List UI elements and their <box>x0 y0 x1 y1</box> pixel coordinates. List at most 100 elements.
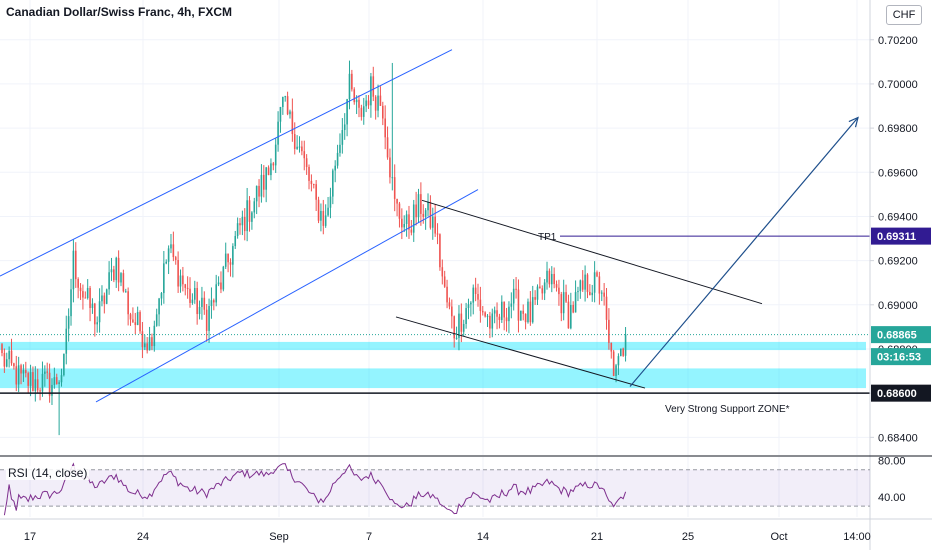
candle-body <box>201 297 203 307</box>
price-axis-tick-label: 0.70200 <box>878 35 918 47</box>
price-axis-bg <box>870 0 932 550</box>
candle-body <box>5 359 8 367</box>
candle-body <box>443 276 446 287</box>
candle-body <box>193 287 196 300</box>
candle-body <box>213 300 215 303</box>
candle-body <box>389 157 391 178</box>
candle-body <box>179 275 182 287</box>
candle-body <box>34 379 37 391</box>
candle-body <box>122 273 125 292</box>
candle-body <box>598 276 601 294</box>
candle-body <box>229 262 232 265</box>
candle-body <box>403 223 406 228</box>
candle-body <box>550 273 553 285</box>
candle-body <box>570 304 572 329</box>
candle-body <box>10 350 13 364</box>
candle-body <box>493 310 496 314</box>
candle-body <box>355 99 358 103</box>
candle-body <box>72 250 75 290</box>
candle-body <box>560 294 563 314</box>
candle-body <box>241 216 244 226</box>
candle-body <box>265 167 267 190</box>
candle-body <box>248 200 251 222</box>
current-price-label: 0.68865 <box>877 330 917 342</box>
tp1-price-label-bg <box>871 227 931 245</box>
candle-body <box>253 201 256 213</box>
candle-body <box>127 291 129 315</box>
support-zone-lower <box>0 368 866 389</box>
time-axis-tick-label: 14:00 <box>843 531 871 543</box>
candle-body <box>263 174 265 190</box>
forecast-arrow-line <box>629 117 859 387</box>
candle-body <box>110 269 113 273</box>
candle-body <box>91 303 94 309</box>
price-axis-tick-label: 0.69800 <box>878 123 918 135</box>
rsi-title[interactable]: RSI (14, close) <box>6 466 90 480</box>
candle-body <box>303 151 306 159</box>
candle-body <box>144 343 146 348</box>
candle-body <box>74 250 77 280</box>
candle-body <box>343 124 346 131</box>
candle-body <box>53 377 56 385</box>
candle-body <box>589 291 591 296</box>
candle-body <box>317 199 320 221</box>
candle-body <box>324 215 327 226</box>
bar-countdown-label: 03:16:53 <box>877 352 921 364</box>
rsi-line <box>3 462 627 516</box>
candle-body <box>612 351 615 376</box>
candle-body <box>565 292 567 302</box>
candle-body <box>298 146 301 148</box>
candle-body <box>591 292 594 296</box>
candle-body <box>27 373 29 386</box>
candle-body <box>615 365 617 376</box>
forecast-arrow-head <box>848 116 859 128</box>
candle-body <box>465 308 467 324</box>
candle-body <box>41 373 44 392</box>
candle-body <box>372 76 375 97</box>
candle-body <box>282 96 284 107</box>
bar-countdown-label-bg <box>871 348 931 366</box>
candle-body <box>315 184 317 200</box>
chart-title: Canadian Dollar/Swiss Franc, 4h, FXCM <box>6 5 233 19</box>
candle-body <box>574 292 577 313</box>
candle-body <box>115 257 118 281</box>
rsi-axis-tick-label: 40.00 <box>878 492 906 504</box>
support-zone-upper <box>0 341 866 351</box>
candle-body <box>593 272 596 293</box>
rsi-axis-tick-label: 80.00 <box>878 456 906 468</box>
candle-body <box>386 137 389 158</box>
candle-body <box>13 363 15 367</box>
price-axis-tick-label: 0.69200 <box>878 256 918 268</box>
candle-body <box>39 390 41 392</box>
candle-body <box>496 310 498 317</box>
candle-body <box>132 319 134 323</box>
candle-body <box>25 370 27 374</box>
candle-body <box>246 200 248 232</box>
candle-body <box>498 316 501 320</box>
candle-body <box>334 165 336 171</box>
candle-body <box>360 107 363 117</box>
candle-body <box>434 216 436 234</box>
candle-body <box>605 296 608 320</box>
time-axis-tick-label: 21 <box>591 531 603 543</box>
candle-body <box>148 337 151 351</box>
candle-body <box>577 291 579 293</box>
candle-body <box>310 180 313 185</box>
candle-body <box>429 201 432 228</box>
channel-lower-line <box>95 189 479 403</box>
candle-body <box>274 144 277 166</box>
candle-body <box>620 348 622 357</box>
candle-body <box>267 167 270 176</box>
candle-body <box>332 170 334 197</box>
currency-badge[interactable]: CHF <box>886 5 922 25</box>
candle-body <box>105 289 108 304</box>
candle-body <box>424 210 427 217</box>
candle-body <box>379 95 382 106</box>
candle-body <box>184 284 187 288</box>
candle-body <box>579 280 582 292</box>
candle-body <box>451 306 453 317</box>
candle-body <box>384 118 386 138</box>
candle-body <box>289 111 291 115</box>
candle-body <box>36 379 39 391</box>
